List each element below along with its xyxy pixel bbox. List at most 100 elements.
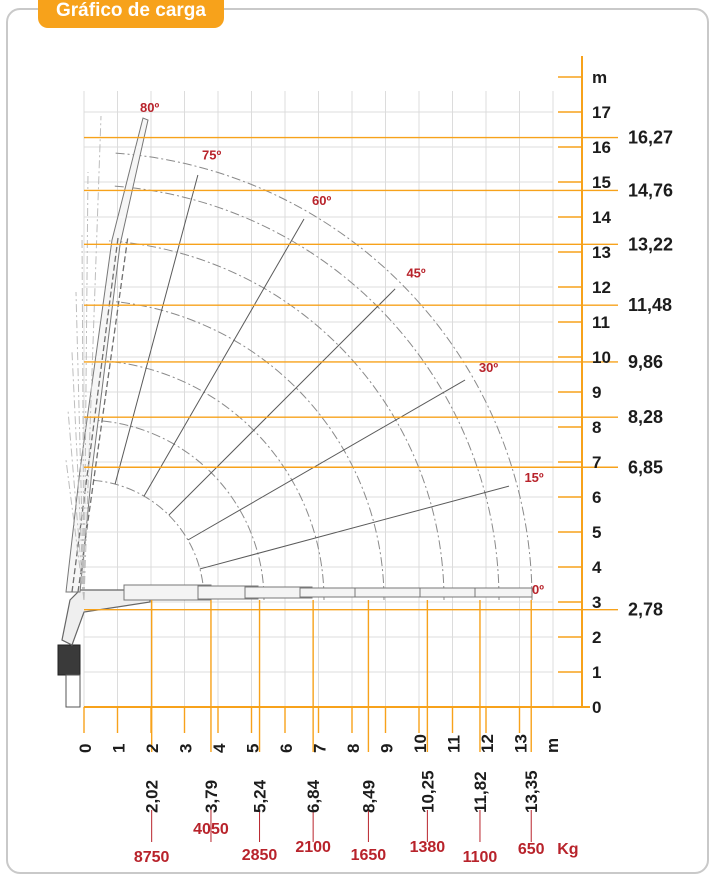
height-value: 13,22 [628, 234, 673, 254]
y-tick-label: 14 [592, 208, 611, 227]
x-tick-label: 13 [512, 734, 531, 753]
x-tick-label: 8 [344, 744, 363, 753]
load-value: 2100 [295, 839, 331, 856]
y-tick-label: 12 [592, 278, 611, 297]
x-tick-label: 7 [311, 744, 330, 753]
reach-value: 3,79 [202, 780, 221, 813]
load-value: 2850 [242, 847, 278, 864]
angle-label: 75º [202, 148, 221, 163]
boom-position-line [65, 459, 85, 601]
angle-label: 15º [524, 470, 543, 485]
y-tick-label: 6 [592, 488, 601, 507]
angle-label: 80º [140, 100, 159, 115]
reach-arcs [92, 152, 533, 601]
height-value: 14,76 [628, 180, 673, 200]
labels: 0º 15º 30º 45º 60º 75º 80º 16,27 14,76 13,22 11,48… [76, 68, 673, 866]
boom-position-line [81, 231, 85, 601]
load-value: 1650 [351, 847, 387, 864]
reach-value: 10,25 [418, 770, 437, 813]
y-tick-label: 0 [592, 698, 601, 717]
angle-label: 0º [532, 582, 544, 597]
reach-value: 11,82 [471, 771, 490, 813]
height-value: 9,86 [628, 352, 663, 372]
reach-arc [100, 360, 325, 601]
angle-label: 30º [479, 360, 498, 375]
x-tick-label: 9 [378, 744, 397, 753]
load-value: 1380 [410, 839, 446, 856]
boom-section [419, 587, 481, 598]
x-tick-label: 1 [110, 744, 129, 753]
y-tick-label: 8 [592, 418, 601, 437]
y-tick-label: 16 [592, 138, 611, 157]
angle-label: 45º [406, 266, 425, 281]
reach-value: 5,24 [251, 779, 270, 813]
boom-position-line [71, 351, 85, 601]
boom-position-line [83, 171, 89, 601]
reach-lines [150, 600, 532, 842]
height-value: 6,85 [628, 457, 663, 477]
x-tick-label: 12 [478, 734, 497, 753]
x-tick-label: 2 [143, 744, 162, 753]
load-value: 4050 [193, 821, 229, 838]
load-value: 1100 [463, 849, 498, 866]
height-value: 11,48 [628, 295, 672, 315]
y-tick-label: 5 [592, 523, 601, 542]
reach-value: 2,02 [143, 780, 162, 813]
y-tick-label: 3 [592, 593, 601, 612]
x-tick-label: 11 [445, 735, 464, 753]
height-value: 16,27 [628, 128, 673, 148]
x-tick-label: 0 [76, 744, 95, 753]
y-tick-label: 11 [592, 313, 610, 332]
reach-arc [112, 185, 500, 601]
boom-position-line [75, 291, 85, 601]
reach-arc [96, 419, 265, 601]
x-tick-label: 5 [244, 744, 263, 753]
crane-base [57, 644, 81, 676]
y-tick-label: 15 [592, 173, 611, 192]
y-unit-label: m [592, 68, 607, 87]
x-tick-label: 3 [177, 744, 196, 753]
reach-arc [115, 152, 533, 601]
angle-ray [199, 485, 510, 570]
boom-position-line [83, 115, 102, 601]
angle-label: 60º [312, 193, 331, 208]
y-tick-label: 17 [592, 103, 611, 122]
axes [83, 56, 590, 733]
reach-arc [104, 300, 385, 601]
y-tick-label: 10 [592, 348, 611, 367]
angle-ray [187, 379, 466, 541]
chart-title: Gráfico de carga [38, 0, 224, 28]
grid [83, 91, 554, 708]
angle-ray [168, 288, 396, 516]
angle-rays [114, 174, 510, 570]
angle-ray [114, 174, 199, 485]
y-tick-label: 2 [592, 628, 601, 647]
height-lines [84, 136, 618, 611]
y-tick-label: 9 [592, 383, 601, 402]
x-unit-label: m [543, 738, 562, 753]
y-tick-label: 13 [592, 243, 611, 262]
chart-frame: Gráfico de carga [6, 0, 709, 874]
reach-value: 13,35 [522, 770, 541, 813]
x-tick-label: 10 [411, 734, 430, 753]
y-tick-label: 4 [592, 558, 602, 577]
crane-drawing [57, 115, 533, 708]
boom-section [354, 587, 426, 598]
height-value: 2,78 [628, 600, 663, 620]
raised-boom [65, 117, 149, 593]
reach-value: 6,84 [304, 779, 323, 813]
load-value: 650 [518, 841, 545, 858]
x-tick-label: 4 [210, 743, 229, 753]
y-tick-label: 1 [592, 663, 601, 682]
load-unit-label: Kg [557, 841, 578, 858]
reach-arc [92, 479, 205, 601]
x-tick-label: 6 [277, 744, 296, 753]
load-value: 8750 [134, 849, 170, 866]
boom-section [474, 587, 533, 598]
y-tick-label: 7 [592, 453, 601, 472]
angle-ray [143, 218, 305, 497]
reach-value: 8,49 [359, 780, 378, 813]
height-value: 8,28 [628, 407, 663, 427]
crane-column [65, 674, 81, 708]
